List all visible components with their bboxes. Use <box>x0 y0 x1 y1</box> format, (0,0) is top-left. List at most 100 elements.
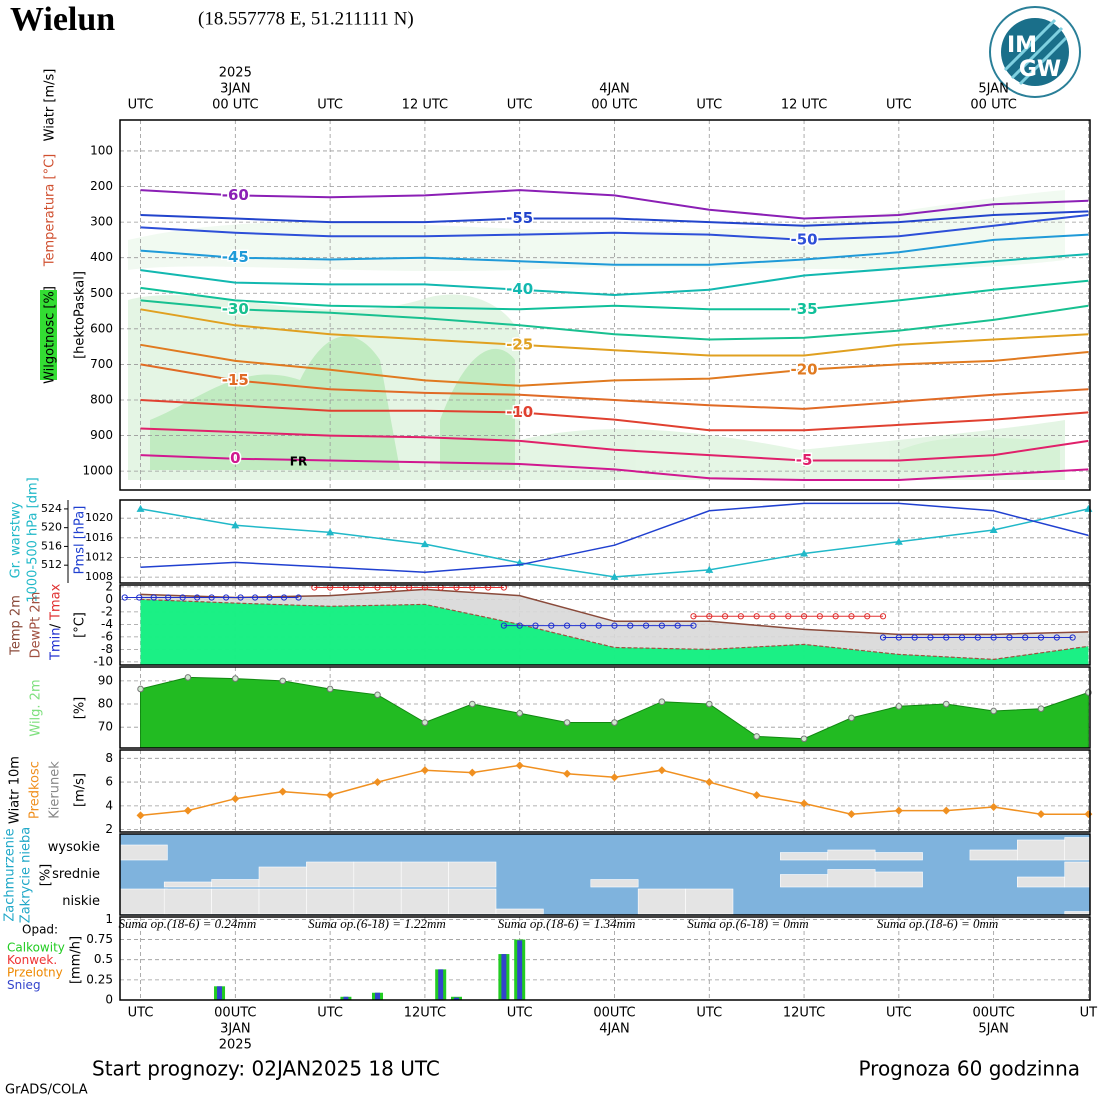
tmin-marker <box>895 634 902 641</box>
side-label: Zakrycie nieba <box>19 827 34 923</box>
tmax-marker <box>879 613 887 620</box>
temperature-line <box>140 588 1089 636</box>
humidity-marker <box>942 700 950 708</box>
side-label: Wiatr 10m <box>8 756 23 824</box>
bottom-time-label: UTC <box>128 1006 154 1021</box>
wind-speed-marker <box>420 766 429 775</box>
y-tick-label: 524 <box>41 502 62 515</box>
humidity-marker <box>326 685 334 693</box>
panel-frame <box>119 833 1091 916</box>
isotherm-label: -55 <box>506 209 533 227</box>
y-tick-label: 70 <box>98 720 113 734</box>
y-tick-label: -4 <box>101 617 113 631</box>
bottom-date-label: 3JAN <box>220 1022 251 1037</box>
tmin-marker <box>674 622 681 629</box>
y-tick-label: 2 <box>105 579 113 593</box>
wind-speed-marker <box>515 761 524 770</box>
isotherm-label: -15 <box>222 371 249 389</box>
wind-speed-marker <box>657 766 666 775</box>
cloud-bar <box>119 844 168 861</box>
precip-sum: Suma op.(18-6) = 1.34mm <box>498 916 636 931</box>
humidity-area <box>128 190 1065 272</box>
cloud-bar <box>258 866 307 888</box>
cloud-bar <box>400 888 449 915</box>
precip-sum: Suma op.(6-18) = 0mm <box>687 916 808 931</box>
series-name: Pmsl [hPa] <box>73 506 88 575</box>
cloud-bar <box>827 869 876 888</box>
series-name: Temp 2m <box>9 595 24 656</box>
y-tick-label: 500 <box>90 286 113 300</box>
tmin-marker <box>295 594 302 601</box>
isotherm-label: -25 <box>506 335 533 353</box>
wind-speed-marker <box>847 810 856 819</box>
cloud-bar <box>1017 839 1066 861</box>
cloud-bar <box>969 849 1018 861</box>
wind-speed-marker <box>800 799 809 808</box>
isotherm <box>140 279 1089 311</box>
tmin-marker <box>516 622 523 629</box>
tmin-marker <box>223 594 230 601</box>
y-tick-label: -10 <box>93 654 113 668</box>
bottom-time-label: 12UTC <box>783 1006 825 1021</box>
triangle-marker <box>326 528 335 536</box>
side-label: Temperatura [°C] <box>43 154 58 267</box>
tmin-marker <box>658 622 665 629</box>
wind-speed-marker <box>752 791 761 800</box>
humidity-marker <box>516 709 523 717</box>
isotherm-label: 0 <box>230 449 240 467</box>
tmin-marker <box>1022 634 1029 641</box>
y-tick-label: 6 <box>105 775 113 789</box>
top-time-label: 12 UTC <box>402 98 448 113</box>
tmin-marker <box>194 594 201 601</box>
station-coords: (18.557778 E, 51.211111 N) <box>198 8 414 29</box>
tmin-marker <box>627 622 634 629</box>
cloud-bar <box>306 888 355 915</box>
isotherm-label: -5 <box>796 451 813 469</box>
series-name: Wilg. 2m <box>29 679 44 736</box>
tmin-marker <box>1006 634 1013 641</box>
wind-speed-marker <box>1037 810 1046 819</box>
tmax-marker <box>864 613 871 620</box>
humidity-marker <box>800 735 808 743</box>
bottom-time-label: 12UTC <box>404 1006 446 1021</box>
humidity-marker <box>279 677 287 685</box>
bottom-time-label: UTC <box>696 1006 722 1021</box>
bottom-time-label: UTC <box>317 1006 343 1021</box>
y-tick-label: 1 <box>105 912 113 926</box>
tmin-marker <box>595 622 602 629</box>
tmin-marker <box>579 622 586 629</box>
triangle-marker <box>136 504 145 512</box>
wind-speed-marker <box>563 769 572 778</box>
y-tick-label: -2 <box>101 604 113 618</box>
humidity-marker <box>421 719 429 726</box>
station-title: Wielun <box>10 1 115 38</box>
top-date-label: 5JAN <box>978 82 1009 97</box>
y-axis-label: [°C] <box>73 612 88 638</box>
y-tick-label: 520 <box>41 521 62 534</box>
precip-sum: Suma op.(6-18) = 1.22mm <box>308 916 446 931</box>
cloud-bar <box>448 888 497 915</box>
top-time-label: UTC <box>507 98 533 113</box>
y2-tick-label: 1008 <box>85 570 113 583</box>
y-tick-label: 90 <box>98 673 113 687</box>
tmin-tmax-separator: / <box>49 623 64 628</box>
bottom-time-label: UTC <box>507 1006 533 1021</box>
y-tick-label: 0 <box>105 592 113 606</box>
y-tick-label: 100 <box>90 143 113 157</box>
humidity-marker <box>895 703 903 710</box>
tmax-marker <box>832 613 839 620</box>
cloud-bar <box>827 849 876 861</box>
forecast-start: Start prognozy: 02JAN2025 18 UTC <box>92 1057 440 1081</box>
wind-speed-marker <box>989 803 998 812</box>
top-time-label: 00 UTC <box>212 98 258 113</box>
side-label: Zachmurzenie <box>3 828 18 921</box>
humidity-area <box>900 437 1060 470</box>
precip-bar <box>217 986 223 1000</box>
dewpoint-line <box>140 598 1089 661</box>
series-name: Gr. warstwy <box>9 501 24 578</box>
panel-frame <box>119 499 1091 584</box>
legend-title: Opad: <box>22 923 58 937</box>
y-tick-label: 512 <box>41 558 62 571</box>
isotherm <box>140 454 1089 481</box>
